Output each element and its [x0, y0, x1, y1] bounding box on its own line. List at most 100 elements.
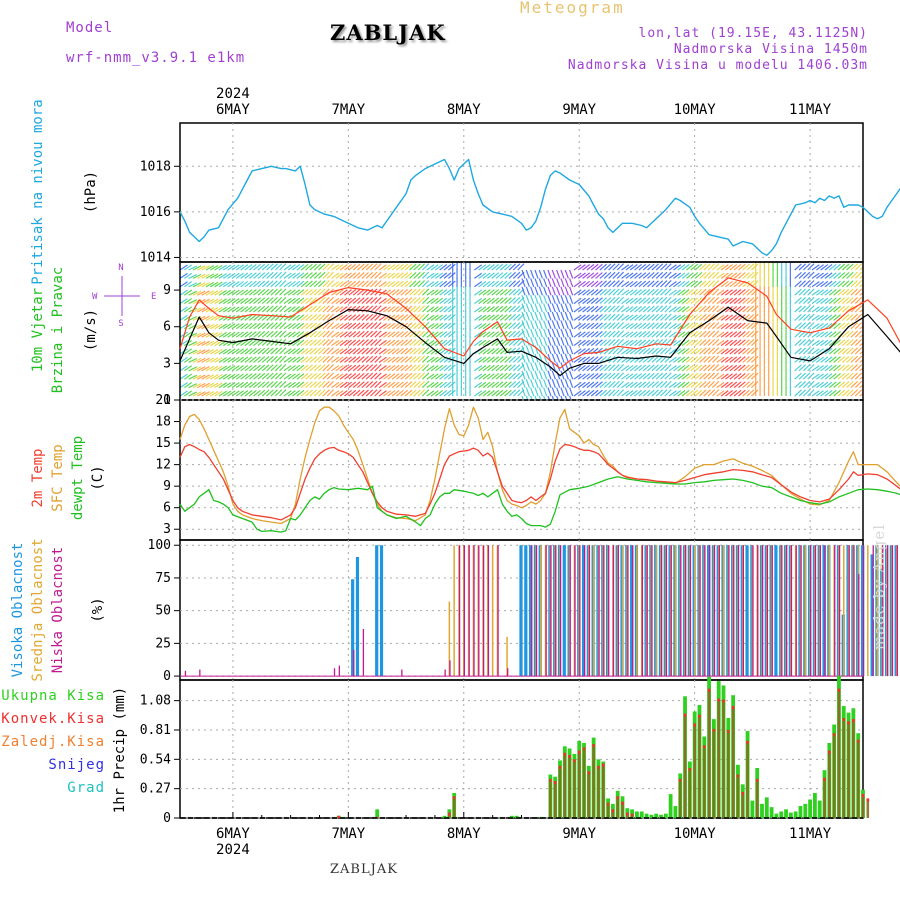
y-tick-label: 12: [155, 458, 171, 473]
precip-legend-item: Ukupna Kisa: [1, 688, 105, 704]
precip-total-bar: [442, 815, 447, 818]
precip-total-bar: [750, 800, 755, 818]
precip-convective-cap: [866, 798, 870, 802]
precip-convective-cap: [597, 765, 600, 769]
cloud-bar-low: [641, 545, 643, 677]
precip-convective-cap: [582, 747, 586, 751]
precip-total-bar: [760, 803, 764, 818]
pressure-axis-title: Pritisak na nivou mora: [30, 99, 46, 284]
y-tick-label: 21: [155, 393, 171, 408]
precip-convective-cap: [375, 816, 379, 818]
compass-east: E: [151, 292, 156, 302]
precip-convective-cap: [616, 796, 619, 800]
precip-convective-bar: [837, 688, 841, 818]
precip-legend-item: Snijeg: [48, 757, 105, 773]
cloud-bar-low: [535, 545, 538, 677]
y-tick-label: 3: [163, 522, 171, 537]
cloud-bar-low: [814, 545, 817, 677]
cloud-bar-low: [545, 545, 547, 677]
precip-convective-bar: [606, 802, 610, 818]
precip-convective-cap: [630, 813, 634, 817]
cloud-bar-mid: [843, 545, 845, 677]
compass-west: W: [92, 292, 98, 302]
cloud-high-axis-title: Visoka Oblacnost: [10, 543, 26, 678]
cloud-bar-mid: [636, 545, 638, 677]
dewpoint-axis-title: dewpt Temp: [70, 436, 86, 520]
precip-convective-cap: [587, 771, 591, 775]
cloud-bar-low: [848, 545, 850, 677]
y-tick-label: 75: [155, 571, 171, 586]
dewpoint-line: [179, 476, 900, 533]
precip-convective-cap: [712, 728, 716, 732]
precip-convective-cap: [558, 765, 562, 769]
cloud-bar-low: [785, 545, 788, 677]
y-tick-label: 18: [155, 415, 171, 430]
precip-convective-cap: [717, 698, 721, 702]
precip-convective-bar: [587, 771, 591, 818]
cloud-bar-low: [458, 545, 461, 677]
precip-axis-title: 1hr Precip (mm): [112, 687, 128, 813]
pressure-unit: (hPa): [83, 171, 99, 213]
cloud-bar-high: [745, 545, 749, 677]
footer-station: ZABLJAK: [330, 862, 398, 877]
precip-convective-bar: [736, 774, 740, 818]
watermark: made by Angel: [870, 523, 888, 650]
y-tick-label: 9: [163, 479, 171, 494]
y-tick-label: 25: [155, 636, 171, 651]
precip-convective-bar: [866, 798, 870, 818]
precip-convective-bar: [847, 721, 850, 818]
precip-convective-bar: [712, 728, 716, 818]
wind-axis-title: 10m Vjetar: [30, 288, 46, 372]
precip-total-bar: [509, 815, 514, 818]
cloud-bar-high: [630, 545, 634, 677]
precip-convective-cap: [702, 745, 706, 749]
wind-field: [180, 262, 863, 400]
precip-total-bar: [644, 813, 649, 818]
cloud-bar-low: [858, 574, 860, 677]
year-label-bottom: 2024: [216, 842, 250, 858]
cloud-bar-mid: [621, 545, 624, 677]
precip-total-bar: [779, 811, 784, 818]
precip-convective-bar: [611, 809, 615, 818]
panel-frame-pressure: [179, 122, 864, 263]
cloud-bar-high: [375, 545, 379, 677]
cloud-bar-high: [706, 545, 711, 677]
cloud-bar-mid: [722, 545, 725, 677]
cloud-bar-low: [199, 669, 201, 677]
precip-convective-cap: [568, 754, 571, 758]
precip-convective-cap: [741, 791, 745, 795]
cloud-bar-mid: [592, 545, 595, 677]
precip-convective-cap: [678, 778, 682, 782]
precip-convective-bar: [452, 796, 456, 818]
cloud-low-axis-title: Niska Oblacnost: [50, 547, 66, 673]
precip-convective-bar: [553, 781, 557, 818]
precip-convective-cap: [842, 718, 846, 722]
precip-convective-bar: [621, 801, 624, 818]
precip-convective-cap: [828, 750, 831, 754]
day-label-bottom: 8MAY: [447, 826, 481, 842]
cloud-bar-low: [598, 545, 600, 677]
precip-convective-cap: [755, 778, 759, 782]
location-coordinates: lon,lat (19.15E, 43.1125N): [638, 26, 868, 41]
cloud-bar-low: [444, 669, 446, 677]
precip-convective-cap: [832, 733, 836, 737]
precip-convective-cap: [606, 802, 610, 806]
cloud-bar-low: [689, 545, 692, 677]
cloud-bar-low: [555, 545, 557, 677]
y-tick-label: 6: [163, 320, 171, 335]
precip-total-bar: [375, 809, 380, 818]
precip-convective-bar: [717, 698, 721, 818]
precip-total-bar: [673, 806, 678, 818]
cloud-bar-low: [583, 545, 586, 677]
cloud-bar-low: [790, 545, 793, 677]
cloud-bar-low: [733, 545, 735, 677]
cloud-bar-mid: [693, 545, 696, 677]
cloud-bar-low: [810, 545, 812, 677]
day-label-top: 7MAY: [331, 102, 365, 118]
cloud-bar-low: [338, 665, 340, 677]
y-tick-label: 50: [155, 604, 171, 619]
precip-convective-bar: [746, 740, 749, 818]
cloud-bar-low: [742, 545, 745, 677]
precip-convective-bar: [832, 733, 836, 818]
cloud-bar-high: [524, 545, 528, 677]
